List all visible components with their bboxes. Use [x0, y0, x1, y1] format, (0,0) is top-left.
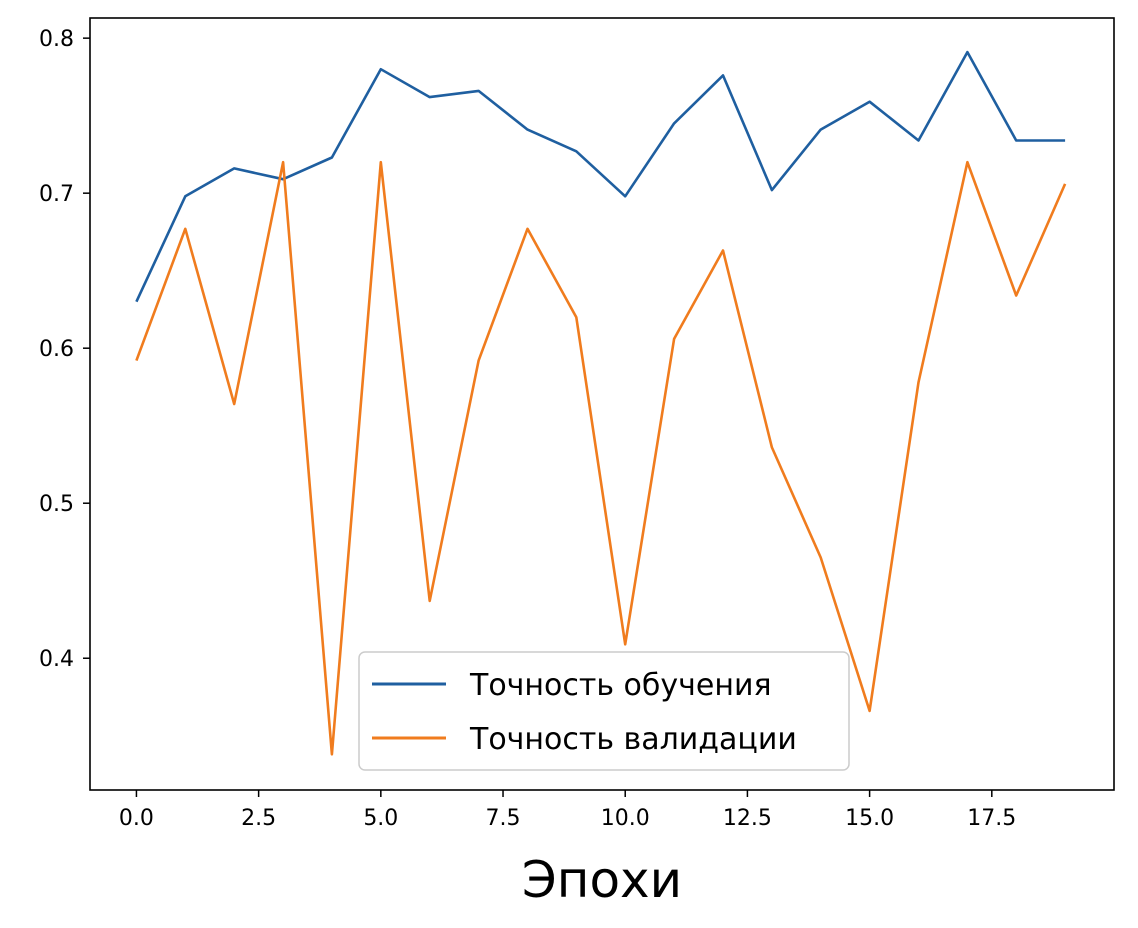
legend: Точность обучения Точность валидации — [358, 651, 850, 771]
series-line-validation — [135, 160, 1067, 756]
x-axis-title: Эпохи — [522, 851, 682, 909]
legend-label-training: Точность обучения — [469, 668, 772, 703]
series-layer — [135, 50, 1067, 756]
series-line-training — [135, 50, 1066, 303]
y-tick-label: 0.8 — [39, 27, 74, 52]
y-tick-label: 0.4 — [39, 647, 74, 672]
legend-label-validation: Точность валидации — [469, 722, 797, 757]
y-tick-label: 0.6 — [39, 337, 74, 362]
legend-box — [358, 651, 850, 771]
x-tick-label: 10.0 — [601, 806, 650, 831]
x-tick-label: 7.5 — [486, 806, 521, 831]
x-tick-label: 12.5 — [723, 806, 772, 831]
x-tick-label: 0.0 — [119, 806, 154, 831]
x-tick-label: 17.5 — [967, 806, 1016, 831]
y-tick-label: 0.7 — [39, 182, 74, 207]
x-tick-label: 15.0 — [845, 806, 894, 831]
x-tick-label: 2.5 — [241, 806, 276, 831]
x-axis: 0.0 2.5 5.0 7.5 10.0 12.5 15.0 17.5 — [119, 790, 1016, 831]
y-axis: 0.4 0.5 0.6 0.7 0.8 — [39, 27, 90, 672]
x-tick-label: 5.0 — [363, 806, 398, 831]
y-tick-label: 0.5 — [39, 492, 74, 517]
